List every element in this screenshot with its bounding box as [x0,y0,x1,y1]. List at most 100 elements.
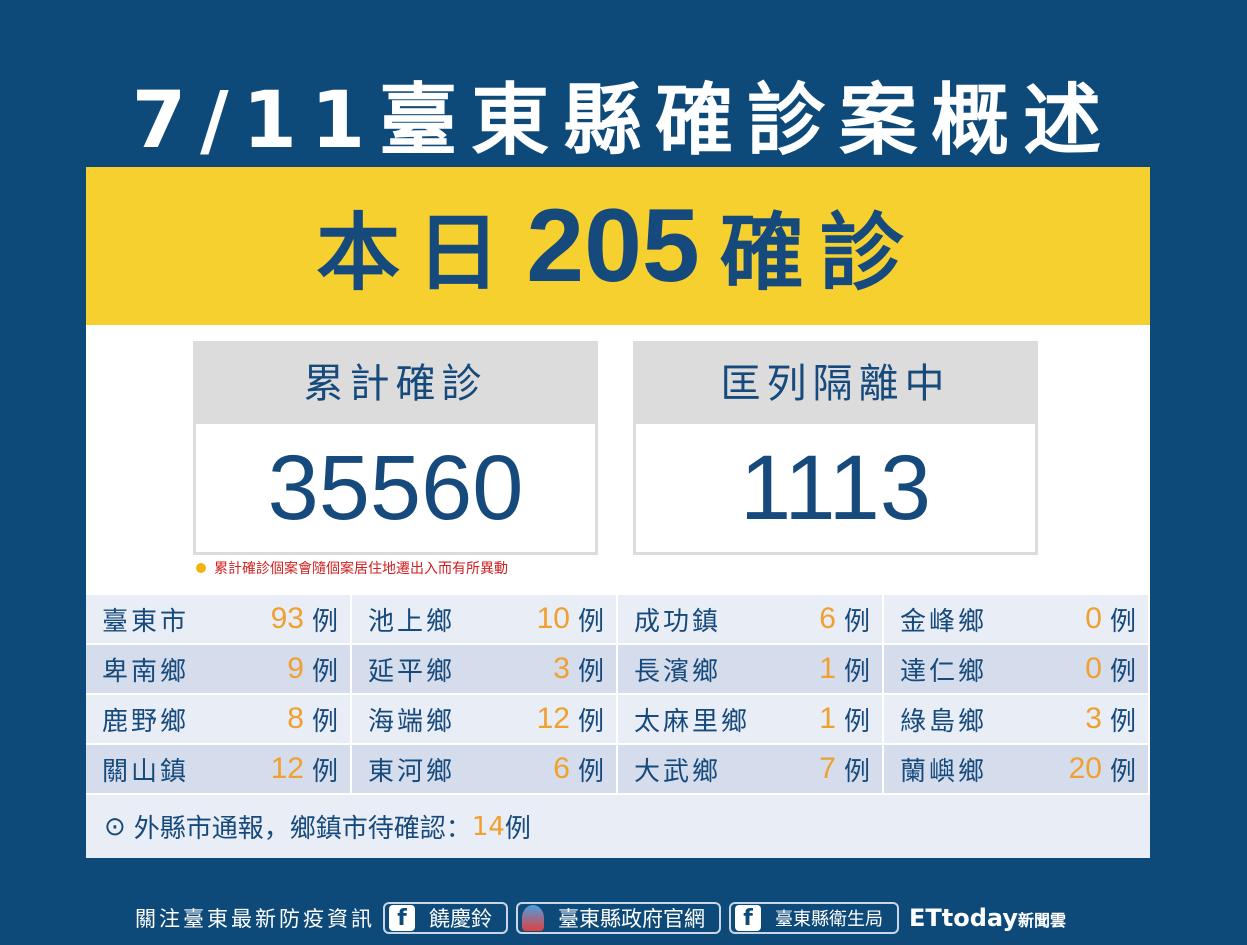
township-cell: 綠島鄉 3 例 [884,695,1150,743]
township-name: 金峰鄉 [900,606,988,637]
township-cell: 大武鄉 7 例 [618,745,884,793]
township-name: 蘭嶼鄉 [900,756,988,787]
link-label: 臺東縣政府官網 [558,907,705,931]
link-label: 臺東縣衛生局 [775,909,883,930]
isolation-box: 匡列隔離中 1113 [633,341,1038,555]
case-count: 93 [270,602,304,635]
unit: 例 [1109,756,1136,787]
footer-row: ⊙ 外縣市通報，鄉鎮市待確認： 14 例 [86,795,1150,858]
unit: 例 [843,706,870,737]
case-count: 12 [536,702,570,735]
today-count: 205 [526,187,700,304]
ettoday-logo: ETtoday新聞雲 [909,904,1067,932]
case-count: 6 [553,752,570,785]
case-count: 10 [536,602,570,635]
unit: 例 [843,756,870,787]
case-count: 3 [1085,702,1102,735]
follow-text: 關注臺東最新防疫資訊 [135,907,375,931]
unit: 例 [577,656,604,687]
township-name: 大武鄉 [634,756,722,787]
facebook-icon: f [735,905,761,931]
isolation-label: 匡列隔離中 [636,344,1035,424]
bullet-icon [196,563,206,573]
case-count: 12 [270,752,304,785]
township-name: 臺東市 [102,606,190,637]
township-cell: 海端鄉 12 例 [352,695,618,743]
township-name: 東河鄉 [368,756,456,787]
page-title: 7/11臺東縣確診案概述 [131,76,1116,166]
township-name: 達仁鄉 [900,656,988,687]
township-name: 太麻里鄉 [634,706,751,737]
case-count: 3 [553,652,570,685]
table-row: 臺東市 93 例池上鄉 10 例成功鎮 6 例金峰鄉 0 例 [86,595,1150,645]
township-cell: 池上鄉 10 例 [352,595,618,643]
circle-dot-icon: ⊙ [104,811,126,842]
township-cell: 成功鎮 6 例 [618,595,884,643]
table-row: 關山鎮 12 例東河鄉 6 例大武鄉 7 例蘭嶼鄉 20 例 [86,745,1150,795]
township-name: 池上鄉 [368,606,456,637]
facebook-link-health[interactable]: f 臺東縣衛生局 [729,902,899,934]
township-name: 卑南鄉 [102,656,190,687]
cumulative-box: 累計確診 35560 [193,341,598,555]
township-name: 關山鎮 [102,756,190,787]
facebook-icon: f [389,905,415,931]
bottom-bar: 關注臺東最新防疫資訊 f 饒慶鈴 臺東縣政府官網 f 臺東縣衛生局 ETtoday新… [135,902,1066,934]
note-text: 累計確診個案會隨個案居住地遷出入而有所異動 [214,561,508,577]
case-count: 0 [1085,602,1102,635]
township-cell: 延平鄉 3 例 [352,645,618,693]
cumulative-value: 35560 [267,437,524,539]
facebook-link-mayor[interactable]: f 饒慶鈴 [383,902,508,934]
unit: 例 [843,656,870,687]
cumulative-label: 累計確診 [196,344,595,424]
township-cell: 長濱鄉 1 例 [618,645,884,693]
unit: 例 [577,606,604,637]
unit: 例 [577,756,604,787]
case-count: 1 [819,652,836,685]
note: 累計確診個案會隨個案居住地遷出入而有所異動 [196,558,508,578]
unit: 例 [311,656,338,687]
unit: 例 [1109,656,1136,687]
table-row: 卑南鄉 9 例延平鄉 3 例長濱鄉 1 例達仁鄉 0 例 [86,645,1150,695]
unit: 例 [311,706,338,737]
township-cell: 達仁鄉 0 例 [884,645,1150,693]
gov-logo-icon [522,905,544,931]
summary-card: 本日 205 確診 累計確診 35560 匡列隔離中 1113 累計確診個案會隨… [86,167,1150,858]
unit: 例 [1109,706,1136,737]
footer-count: 14 [471,811,505,842]
footer-text: 外縣市通報，鄉鎮市待確認： [133,814,472,844]
unit: 例 [311,606,338,637]
township-name: 長濱鄉 [634,656,722,687]
township-cell: 金峰鄉 0 例 [884,595,1150,643]
case-count: 0 [1085,652,1102,685]
unit: 例 [843,606,870,637]
case-count: 8 [287,702,304,735]
township-name: 海端鄉 [368,706,456,737]
township-cell: 太麻里鄉 1 例 [618,695,884,743]
table-row: 鹿野鄉 8 例海端鄉 12 例太麻里鄉 1 例綠島鄉 3 例 [86,695,1150,745]
township-cell: 蘭嶼鄉 20 例 [884,745,1150,793]
today-suffix: 確診 [719,203,920,302]
township-cell: 關山鎮 12 例 [86,745,352,793]
gov-website-link[interactable]: 臺東縣政府官網 [516,902,721,934]
case-count: 9 [287,652,304,685]
township-cell: 卑南鄉 9 例 [86,645,352,693]
footer-unit: 例 [504,814,531,844]
unit: 例 [311,756,338,787]
link-label: 饒慶鈴 [429,907,492,931]
township-name: 延平鄉 [368,656,456,687]
case-count: 6 [819,602,836,635]
case-count: 7 [819,752,836,785]
township-name: 成功鎮 [634,606,722,637]
township-table: 臺東市 93 例池上鄉 10 例成功鎮 6 例金峰鄉 0 例卑南鄉 9 例延平鄉 3 例長濱鄉 1 例達仁鄉… [86,595,1150,795]
township-name: 鹿野鄉 [102,706,190,737]
township-name: 綠島鄉 [900,706,988,737]
unit: 例 [577,706,604,737]
case-count: 1 [819,702,836,735]
today-banner: 本日 205 確診 [86,167,1150,325]
case-count: 20 [1068,752,1102,785]
township-cell: 東河鄉 6 例 [352,745,618,793]
unit: 例 [1109,606,1136,637]
township-cell: 臺東市 93 例 [86,595,352,643]
isolation-value: 1113 [739,437,931,539]
today-prefix: 本日 [316,203,517,302]
